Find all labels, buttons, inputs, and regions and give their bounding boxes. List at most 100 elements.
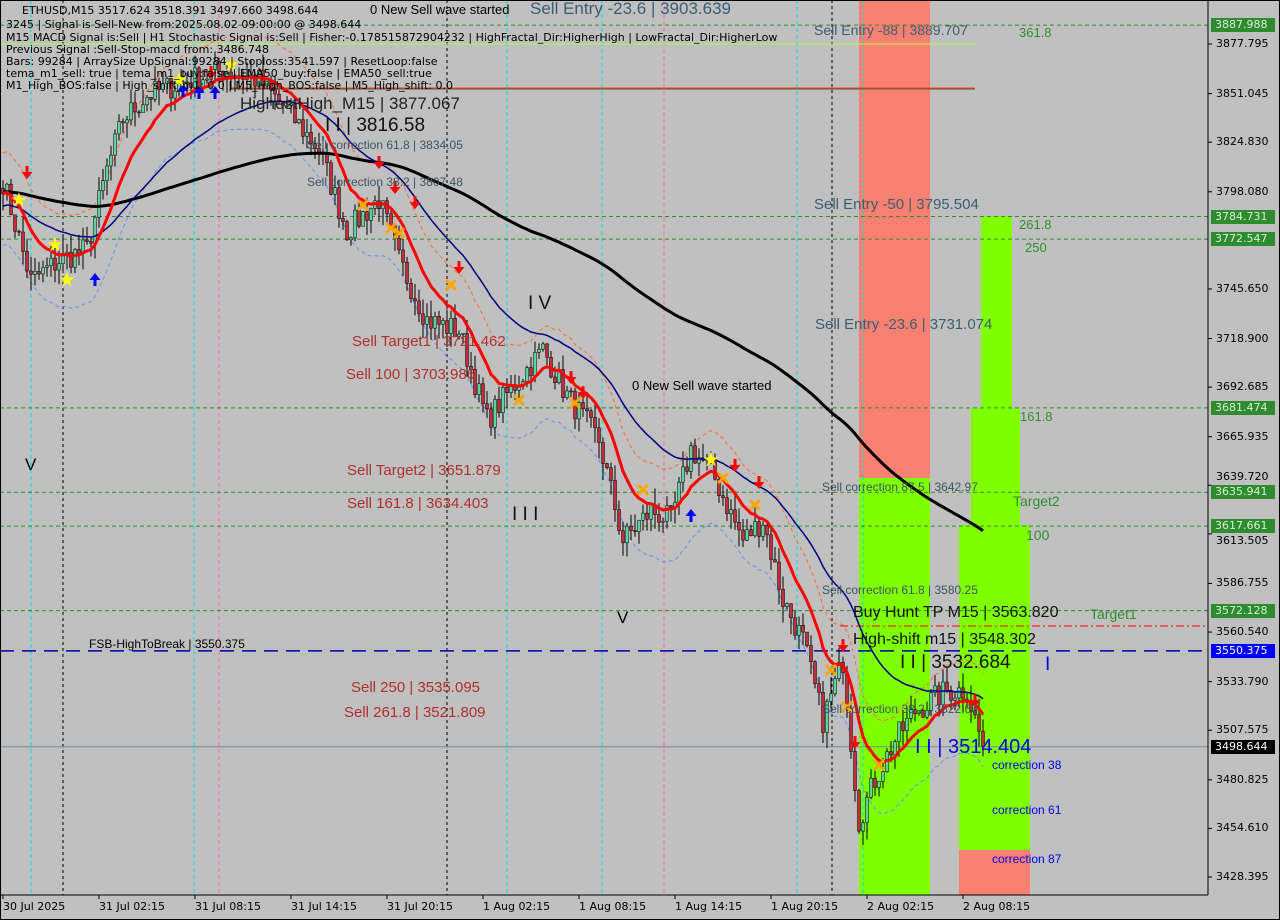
buy-arrow-icon bbox=[89, 272, 101, 286]
star-signal-icon bbox=[59, 272, 75, 287]
candle-bull bbox=[449, 317, 453, 334]
candle-bear bbox=[605, 463, 609, 468]
candle-bull bbox=[565, 390, 569, 398]
candle-bear bbox=[561, 369, 565, 398]
sell-arrow-icon bbox=[21, 166, 33, 180]
candle-bear bbox=[17, 230, 21, 233]
candle-bull bbox=[661, 520, 665, 523]
price-level-box: 3887.988 bbox=[1211, 18, 1275, 33]
candle-bull bbox=[541, 343, 545, 350]
buy-arrow-icon bbox=[177, 83, 189, 97]
candle-bull bbox=[933, 685, 937, 693]
candle-bear bbox=[961, 687, 965, 700]
candle-bear bbox=[805, 631, 809, 646]
candle-bear bbox=[973, 710, 977, 716]
wave-ii-top-label: I I | 3816.58 bbox=[325, 115, 426, 136]
sell-250-label: Sell 250 | 3535.095 bbox=[351, 679, 481, 696]
candle-bear bbox=[553, 376, 557, 383]
candle-bear bbox=[601, 442, 605, 464]
cross-signal-icon bbox=[392, 226, 406, 240]
candle-bull bbox=[829, 693, 833, 702]
candle-bull bbox=[525, 367, 529, 382]
candle-bull bbox=[349, 237, 353, 241]
price-tick-label: 3692.685 bbox=[1216, 380, 1269, 394]
candle-bear bbox=[149, 97, 153, 100]
candle-bear bbox=[945, 681, 949, 691]
candle-bear bbox=[813, 661, 817, 684]
candle-bull bbox=[753, 521, 757, 537]
info-line-bos: M1_High_BOS:false | High_shift_m1: 0.0 |… bbox=[6, 79, 454, 92]
candle-bear bbox=[981, 731, 985, 748]
candle-bear bbox=[485, 403, 489, 410]
candle-bull bbox=[833, 678, 837, 695]
candle-bear bbox=[857, 790, 861, 832]
candle-bull bbox=[117, 121, 121, 135]
candle-bear bbox=[85, 239, 89, 242]
candle-bear bbox=[693, 445, 697, 464]
candle-bear bbox=[189, 82, 193, 88]
correction-87-label: correction 87 bbox=[992, 852, 1062, 866]
candle-bull bbox=[153, 80, 157, 100]
candle-bear bbox=[505, 387, 509, 393]
candle-bear bbox=[389, 213, 393, 227]
sell-arrow-icon bbox=[753, 475, 765, 489]
candle-bull bbox=[285, 105, 289, 107]
time-tick-label: 1 Aug 02:15 bbox=[483, 900, 551, 913]
time-tick-label: 1 Aug 14:15 bbox=[675, 900, 743, 913]
candle-bear bbox=[937, 685, 941, 705]
fsb-high-label: FSB-HighToBreak | 3550.375 bbox=[89, 637, 245, 651]
candle-bear bbox=[569, 390, 573, 393]
sell-target1-label: Sell Target1 | 3721.462 bbox=[352, 333, 506, 350]
candle-bear bbox=[597, 427, 601, 443]
cross-signal-icon bbox=[840, 700, 854, 714]
candle-bull bbox=[461, 333, 465, 335]
candle-bear bbox=[725, 497, 729, 515]
star-signal-icon bbox=[223, 56, 239, 72]
candle-bear bbox=[313, 143, 317, 150]
candle-bear bbox=[37, 271, 41, 275]
candle-bear bbox=[293, 103, 297, 124]
sell-1618-label: Sell 161.8 | 3634.403 bbox=[347, 495, 489, 512]
sell-arrow-icon bbox=[849, 736, 861, 750]
price-level-box: 3635.941 bbox=[1211, 485, 1275, 500]
candle-bear bbox=[13, 214, 17, 232]
price-tick-label: 3718.900 bbox=[1216, 331, 1269, 345]
wave-i-blue-label: I bbox=[1045, 654, 1051, 675]
candle-bear bbox=[397, 238, 401, 251]
price-tick-label: 3613.505 bbox=[1216, 534, 1269, 548]
sell-arrow-icon bbox=[565, 371, 577, 385]
candle-bull bbox=[957, 687, 961, 699]
candle-bull bbox=[649, 504, 653, 520]
fast-ma-line bbox=[2, 75, 985, 764]
candle-bull bbox=[625, 525, 629, 544]
candle-bear bbox=[89, 241, 93, 244]
fib-2618-label: 261.8 bbox=[1019, 217, 1052, 232]
cross-signal-icon bbox=[872, 758, 886, 772]
candle-bull bbox=[49, 257, 53, 266]
highest-high-label: HighestHigh_M15 | 3877.067 bbox=[240, 94, 460, 113]
candle-bear bbox=[617, 509, 621, 531]
candle-bull bbox=[425, 316, 429, 325]
star-signal-icon bbox=[703, 451, 719, 467]
candle-bear bbox=[25, 251, 29, 272]
candle-bear bbox=[849, 709, 853, 752]
fib-1618-label: 161.8 bbox=[1020, 409, 1053, 424]
price-tick-label: 3586.755 bbox=[1216, 576, 1269, 590]
candle-bear bbox=[793, 617, 797, 636]
candle-bull bbox=[457, 333, 461, 337]
correction-38-label: correction 38 bbox=[992, 758, 1062, 772]
sell-arrow-icon bbox=[373, 156, 385, 170]
candle-bull bbox=[665, 505, 669, 522]
symbol-ohlc: ETHUSD,M15 3517.624 3518.391 3497.660 34… bbox=[22, 4, 319, 17]
candle-bull bbox=[745, 529, 749, 541]
candle-bull bbox=[797, 624, 801, 636]
candle-bear bbox=[789, 603, 793, 619]
candle-bear bbox=[741, 529, 745, 541]
cross-signal-icon bbox=[716, 472, 730, 485]
candle-bear bbox=[133, 102, 137, 113]
star-signal-icon bbox=[11, 192, 27, 207]
time-tick-label: 31 Jul 02:15 bbox=[99, 900, 165, 913]
candle-bear bbox=[977, 714, 981, 732]
time-tick-label: 2 Aug 02:15 bbox=[867, 900, 935, 913]
